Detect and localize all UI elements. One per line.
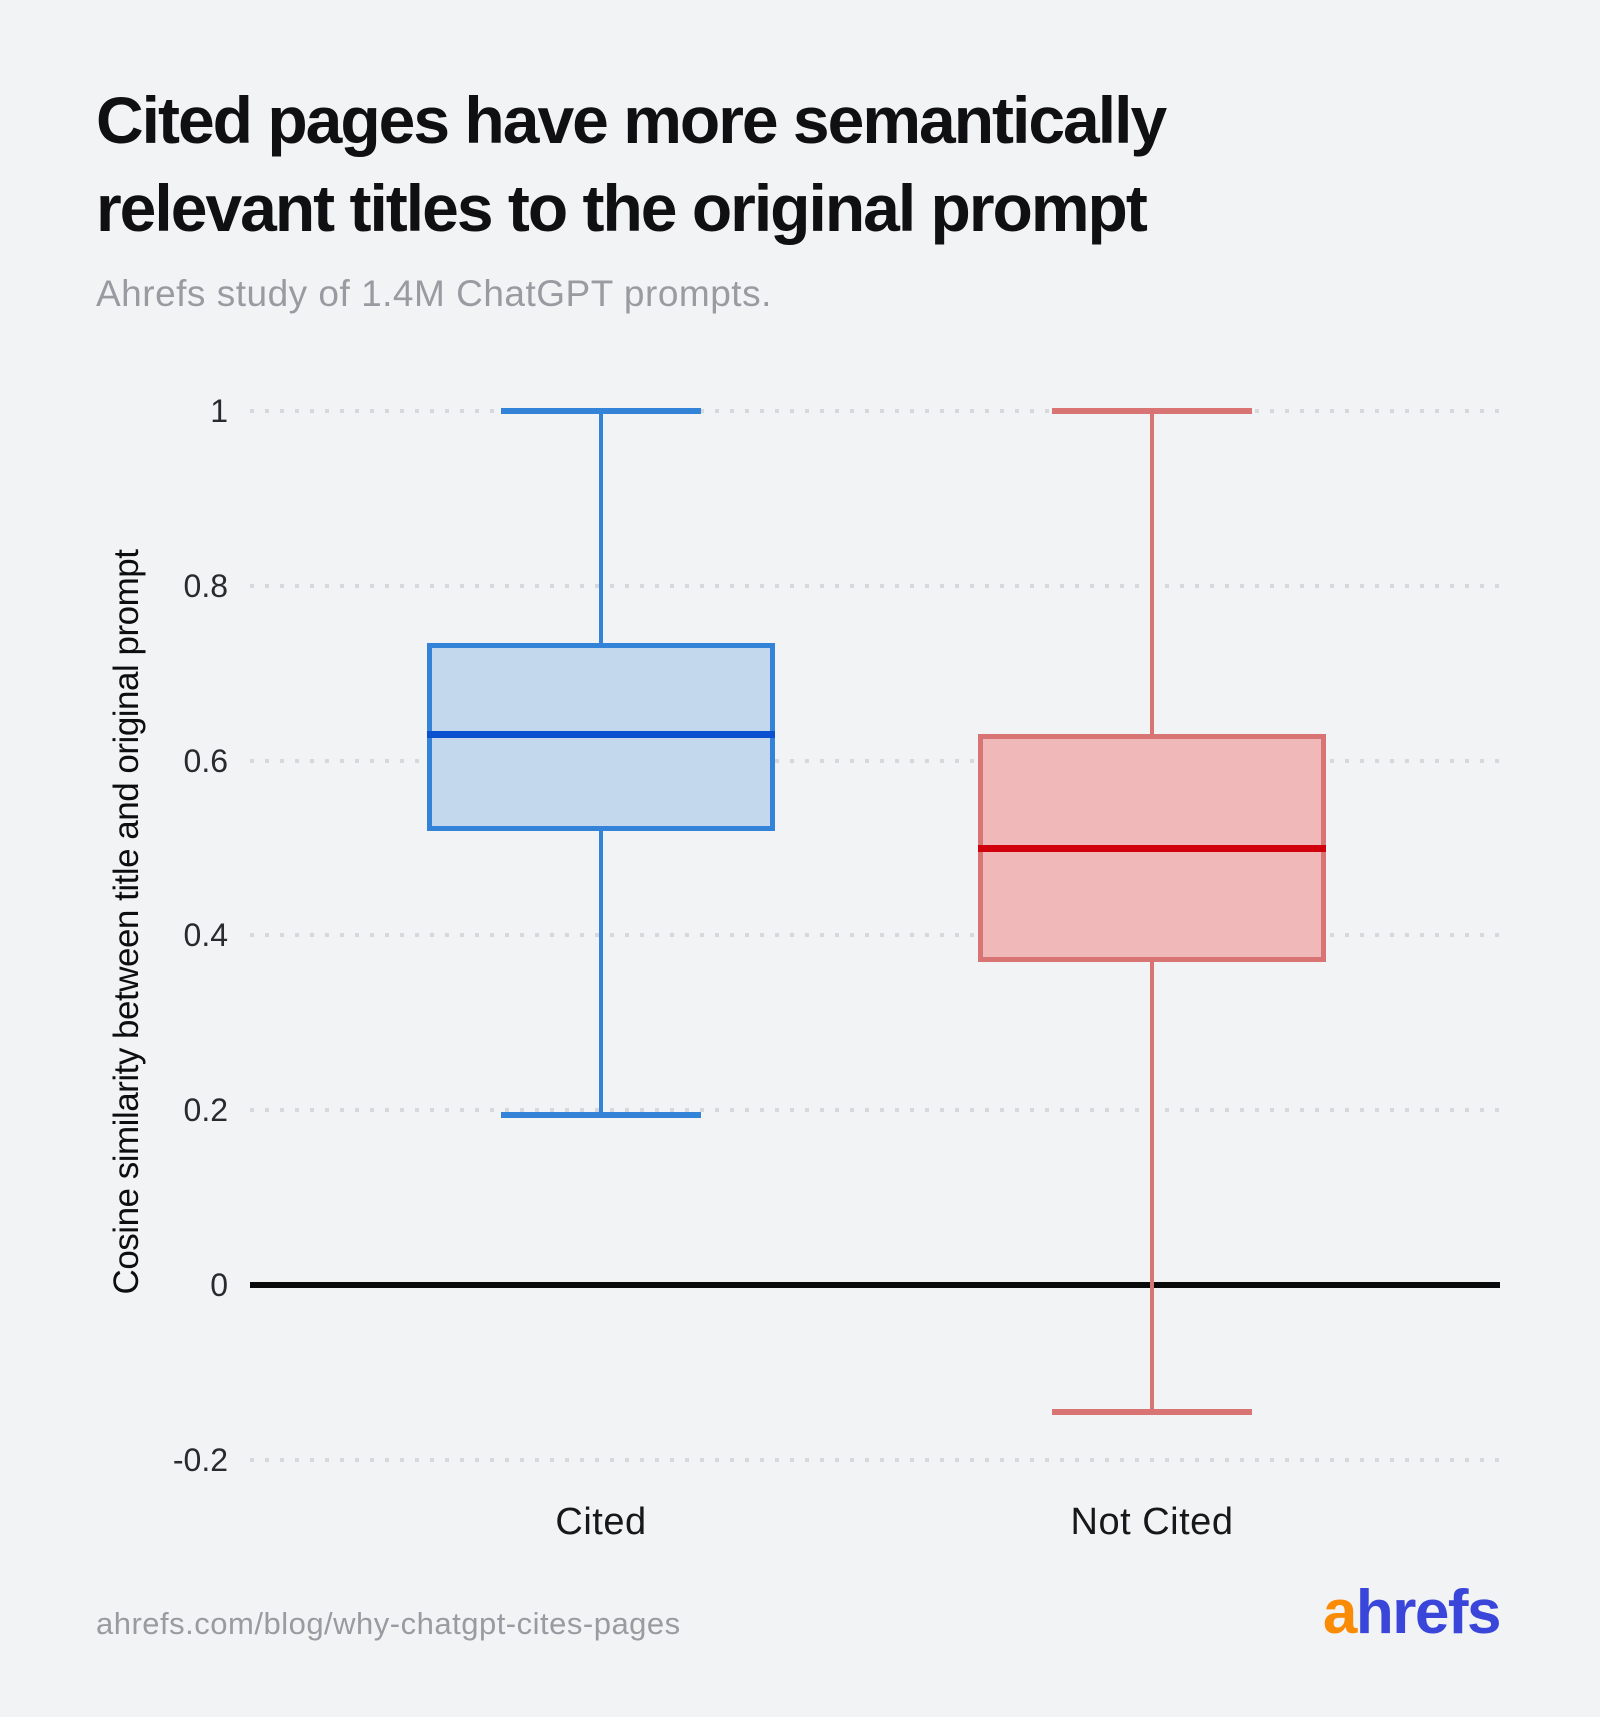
gridline-0.2: [250, 1108, 1500, 1113]
category-label-cited: Cited: [555, 1501, 647, 1543]
gridline-0.8: [250, 583, 1500, 588]
whisker-cap-max-cited: [501, 408, 701, 414]
y-tick-label-0.2: 0.2: [183, 1092, 228, 1129]
page-title: Cited pages have more semantically relev…: [96, 76, 1167, 252]
median-line-cited: [427, 731, 775, 738]
page-title-line-1: Cited pages have more semantically: [96, 83, 1167, 157]
y-tick-label-0.6: 0.6: [183, 742, 228, 779]
y-tick-label-1: 1: [210, 393, 228, 429]
ahrefs-logo-a: a: [1322, 1578, 1357, 1647]
gridline-0.6: [250, 758, 1500, 763]
ahrefs-logo-hrefs: hrefs: [1355, 1578, 1502, 1647]
footer-url: ahrefs.com/blog/why-chatgpt-cites-pages: [96, 1606, 681, 1641]
category-label-not-cited: Not Cited: [1070, 1501, 1234, 1543]
y-tick-label-0: 0: [210, 1267, 228, 1303]
gridline-1: [250, 409, 1500, 413]
y-tick-label-0.8: 0.8: [183, 567, 228, 604]
median-line-not-cited: [978, 845, 1326, 852]
y-tick-label-0.4: 0.4: [183, 917, 228, 954]
whisker-cap-min-cited: [501, 1111, 701, 1118]
subtitle: Ahrefs study of 1.4M ChatGPT prompts.: [96, 273, 772, 314]
whisker-cap-max-not-cited: [1052, 408, 1252, 414]
whisker-cap-min-not-cited: [1052, 1408, 1252, 1415]
gridline-0.4: [250, 933, 1500, 938]
x-axis-zero-line: [250, 1282, 1500, 1288]
gridline--0.2: [250, 1457, 1500, 1462]
ahrefs-logo: ahrefs: [1323, 1582, 1502, 1644]
y-tick-label--0.2: -0.2: [172, 1441, 228, 1478]
page-title-line-2: relevant titles to the original prompt: [96, 171, 1148, 245]
